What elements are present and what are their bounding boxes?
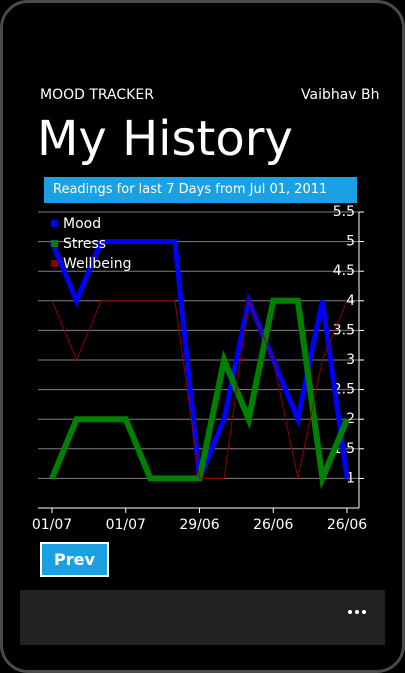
y-tick-label: 1 xyxy=(346,470,355,486)
app-bar xyxy=(20,590,385,645)
x-tick-label: 01/07 xyxy=(32,517,72,533)
user-name: Vaibhav Bh xyxy=(301,87,380,103)
y-tick-label: 5 xyxy=(346,234,355,250)
x-tick-label: 26/06 xyxy=(327,517,367,533)
series-line xyxy=(51,298,348,479)
y-tick-label: 4 xyxy=(346,293,355,309)
x-tick-label: 01/07 xyxy=(106,517,146,533)
y-tick-label: 3 xyxy=(346,352,355,368)
y-tick-label: 2 xyxy=(346,411,355,427)
y-tick-label: 3.5 xyxy=(333,322,355,338)
prev-button[interactable]: Prev xyxy=(40,542,109,577)
x-tick-label: 26/06 xyxy=(253,517,293,533)
legend-label: Stress xyxy=(63,236,106,252)
legend-swatch xyxy=(51,260,58,267)
y-tick-label: 5.5 xyxy=(333,204,355,220)
y-tick-label: 4.5 xyxy=(333,263,355,279)
page-title: My History xyxy=(37,111,293,167)
y-tick-label: 2.5 xyxy=(333,382,355,398)
legend-label: Wellbeing xyxy=(63,256,132,272)
more-icon[interactable] xyxy=(347,600,367,619)
x-tick-label: 29/06 xyxy=(179,517,219,533)
app-title: MOOD TRACKER xyxy=(40,87,154,103)
legend-swatch xyxy=(51,220,58,227)
legend-label: Mood xyxy=(63,216,101,232)
legend-swatch xyxy=(51,240,58,247)
banner: Readings for last 7 Days from Jul 01, 20… xyxy=(44,177,357,203)
dots xyxy=(348,610,366,614)
